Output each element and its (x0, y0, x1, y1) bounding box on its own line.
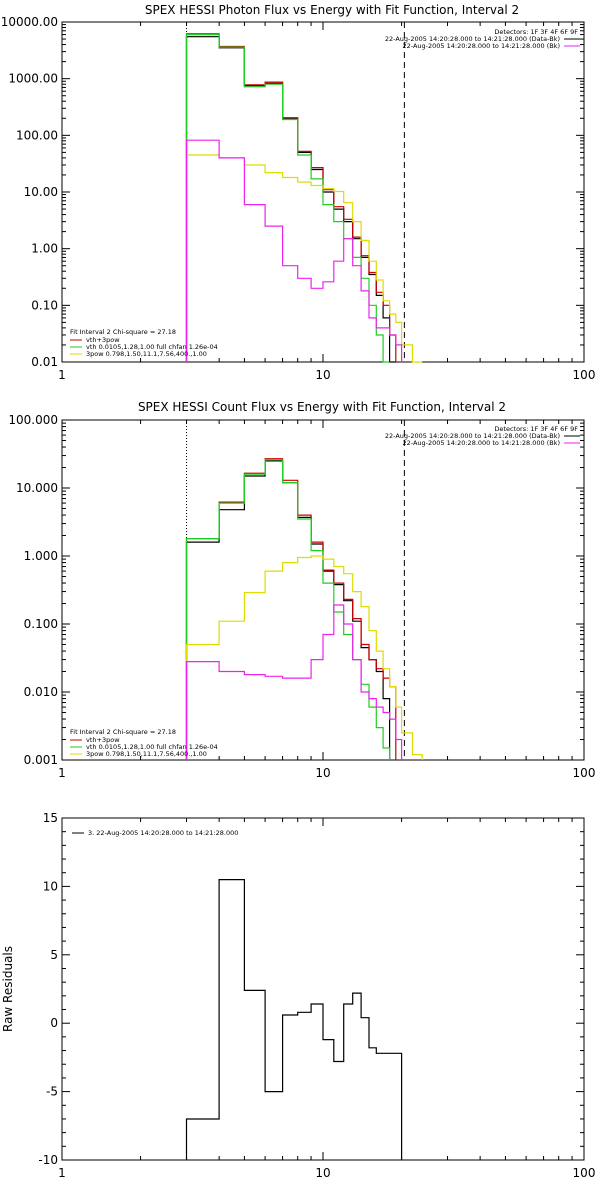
y-tick-label: 0.001 (24, 753, 58, 767)
x-tick-label: 10 (315, 368, 330, 382)
residuals-panel: 1 10 100 15 10 5 0 -5 -10 Raw Residuals 3. 22-Au… (1, 811, 595, 1180)
photon-flux-legend-vth3pow: vth+3pow (86, 336, 120, 344)
series-line (185, 458, 397, 760)
residuals-ylabel: Raw Residuals (1, 946, 15, 1032)
photon-flux-panel: SPEX HESSI Photon Flux vs Energy with Fi… (1, 3, 596, 382)
x-tick-label: 10 (315, 1166, 330, 1180)
x-tick-label: 100 (573, 1166, 596, 1180)
count-flux-bk-interval: 22-Aug-2005 14:20:28.000 to 14:21:28.000… (403, 439, 560, 447)
y-tick-label: -5 (46, 1085, 58, 1099)
series-line (185, 154, 423, 363)
x-tick-label: 10 (315, 766, 330, 780)
photon-flux-series (185, 22, 423, 363)
series-line (185, 33, 390, 363)
residuals-legend-label: 3. 22-Aug-2005 14:20:28.000 to 14:21:28.… (88, 829, 238, 837)
count-flux-annotations: Detectors: 1F 3F 4F 6F 9F 22-Aug-2005 14… (70, 425, 580, 758)
x-tick-label: 1 (58, 368, 66, 382)
y-tick-label: 100.000 (8, 413, 58, 427)
y-tick-label: 5 (50, 948, 58, 962)
count-flux-series (185, 420, 423, 760)
y-tick-label: 0 (50, 1016, 58, 1030)
count-flux-detectors: Detectors: 1F 3F 4F 6F 9F (494, 425, 578, 433)
count-flux-plot-frame (61, 419, 585, 761)
x-tick-label: 100 (573, 368, 596, 382)
y-tick-label: 0.010 (24, 685, 58, 699)
count-flux-axes: 1 10 100 100.000 10.000 1.000 0.100 0.010 0.001 (8, 413, 595, 780)
y-tick-label: 1000.00 (8, 72, 58, 86)
count-flux-title: SPEX HESSI Count Flux vs Energy with Fit… (138, 400, 506, 414)
series-line (185, 36, 396, 363)
count-flux-fit-interval: Fit Interval 2 Chi-square = 27.18 (70, 728, 176, 736)
y-tick-label: 10.00 (24, 185, 58, 199)
y-tick-label: 0.100 (24, 617, 58, 631)
y-tick-label: 0.01 (31, 355, 58, 369)
x-tick-label: 1 (58, 1166, 66, 1180)
series-line (185, 460, 391, 760)
x-tick-label: 100 (573, 766, 596, 780)
photon-flux-bk-interval: 22-Aug-2005 14:20:28.000 to 14:21:28.000… (403, 42, 560, 50)
photon-flux-data-interval: 22-Aug-2005 14:20:28.000 to 14:21:28.000… (385, 35, 560, 43)
photon-flux-fit-interval: Fit Interval 2 Chi-square = 27.18 (70, 328, 176, 336)
photon-flux-annotations: Detectors: 1F 3F 4F 6F 9F 22-Aug-2005 14… (70, 28, 580, 358)
count-flux-legend-3pow: 3pow 0.798,1.50,11.1,7.56,400.,1.00 (86, 750, 207, 758)
series-line (185, 139, 403, 362)
y-tick-label: 10.000 (16, 481, 58, 495)
series-line (185, 878, 403, 1160)
photon-flux-axes: 1 10 100 10000.00 1000.00 100.00 10.00 1.00 0.10… (1, 15, 596, 382)
series-line (185, 459, 391, 760)
y-tick-label: -10 (38, 1153, 58, 1167)
y-tick-label: 0.10 (31, 298, 58, 312)
series-line (185, 604, 403, 760)
count-flux-legend-vth3pow: vth+3pow (86, 736, 120, 744)
count-flux-data-interval: 22-Aug-2005 14:20:28.000 to 14:21:28.000… (385, 432, 560, 440)
count-flux-legend-vth: vth 0.0105,1.28,1.00 full chfan 1.26e-04 (86, 743, 218, 751)
count-flux-panel: SPEX HESSI Count Flux vs Energy with Fit… (8, 400, 595, 780)
y-tick-label: 1.000 (24, 549, 58, 563)
y-tick-label: 100.00 (16, 128, 58, 142)
y-tick-label: 10 (43, 879, 58, 893)
photon-flux-legend-vth: vth 0.0105,1.28,1.00 full chfan 1.26e-04 (86, 343, 218, 351)
photon-flux-title: SPEX HESSI Photon Flux vs Energy with Fi… (145, 3, 519, 17)
photon-flux-legend-3pow: 3pow 0.798,1.50,11.1,7.56,400.,1.00 (86, 350, 207, 358)
y-tick-label: 1.00 (31, 242, 58, 256)
series-line (185, 33, 397, 362)
x-tick-label: 1 (58, 766, 66, 780)
residuals-series (185, 878, 403, 1160)
y-tick-label: 15 (43, 811, 58, 825)
photon-flux-detectors: Detectors: 1F 3F 4F 6F 9F (494, 28, 578, 36)
residuals-axes: 1 10 100 15 10 5 0 -5 -10 (38, 811, 595, 1180)
series-line (185, 555, 423, 760)
residuals-plot-frame (61, 817, 585, 1161)
y-tick-label: 10000.00 (1, 15, 58, 29)
